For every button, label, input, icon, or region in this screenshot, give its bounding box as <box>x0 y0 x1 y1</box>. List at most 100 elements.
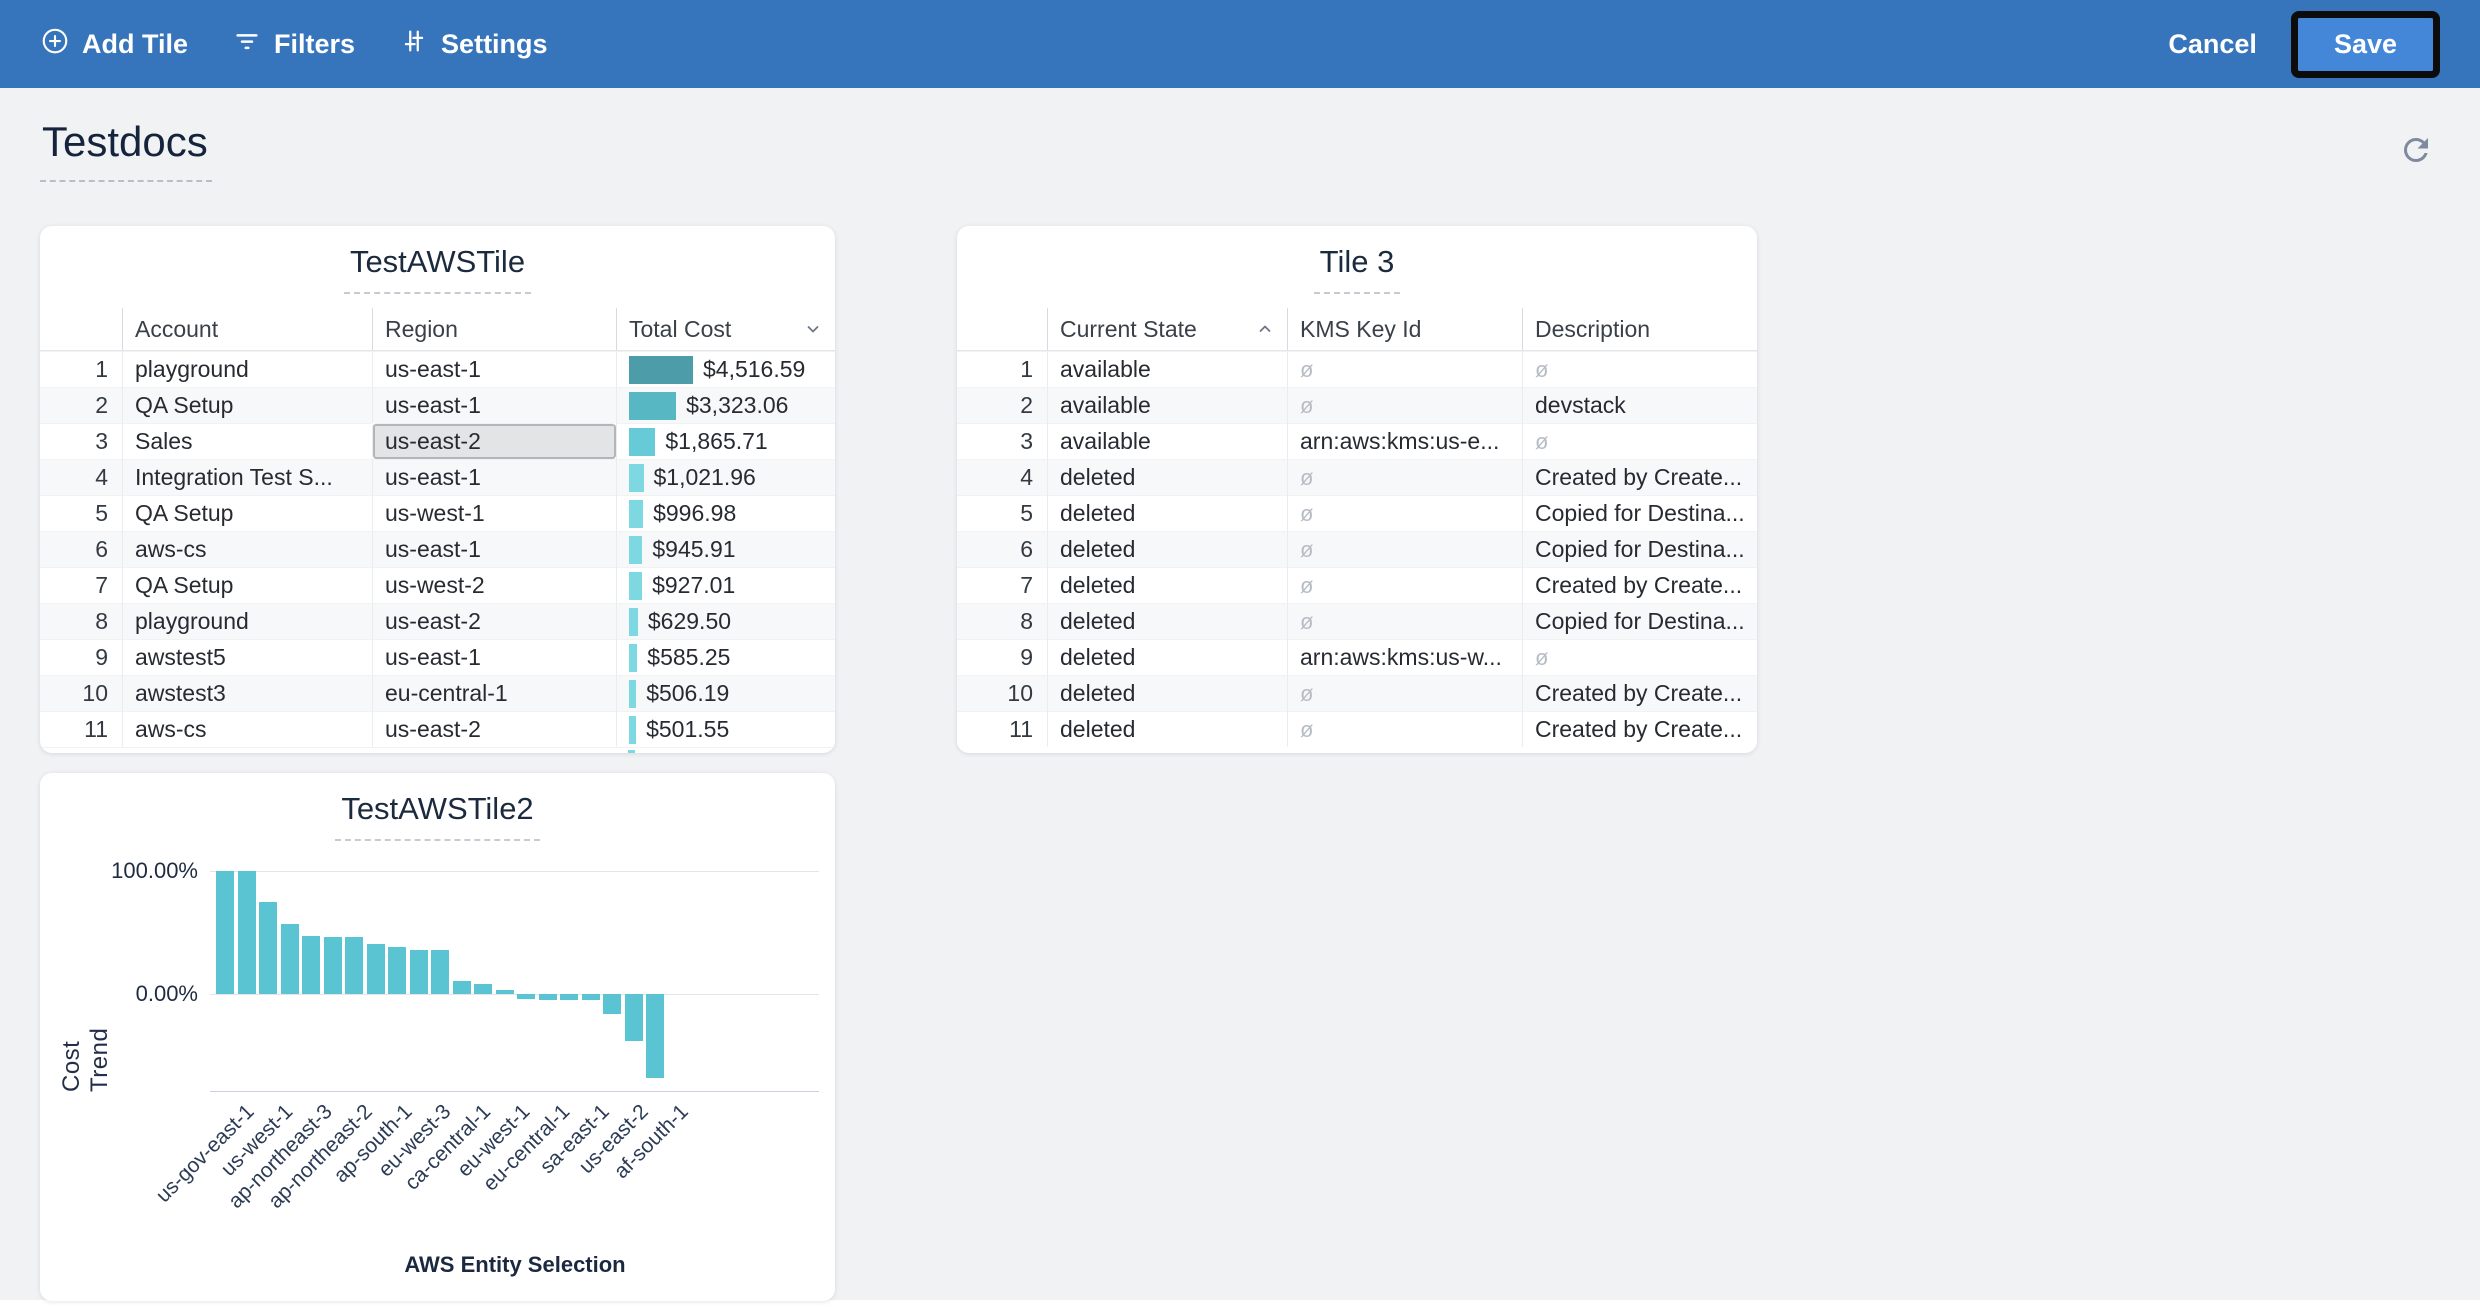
cell-total-cost[interactable]: $629.50 <box>616 603 835 639</box>
cell-description[interactable]: Created by Create... <box>1522 567 1757 603</box>
cell-total-cost[interactable]: $3,323.06 <box>616 387 835 423</box>
cell-kms-key-id[interactable]: ø <box>1287 711 1522 747</box>
cell-region-selected[interactable]: us-east-2 <box>372 423 616 459</box>
cell-account[interactable]: aws-cs <box>122 711 372 747</box>
cell-description[interactable]: Created by Create... <box>1522 711 1757 747</box>
cell-total-cost[interactable]: $945.91 <box>616 531 835 567</box>
cell-description[interactable]: Created by Create... <box>1522 675 1757 711</box>
cell-current-state[interactable]: deleted <box>1047 603 1287 639</box>
cell-kms-key-id[interactable]: ø <box>1287 459 1522 495</box>
cell-region[interactable]: eu-central-1 <box>372 675 616 711</box>
chart-bar[interactable] <box>259 901 277 995</box>
cell-total-cost[interactable]: $1,865.71 <box>616 423 835 459</box>
cell-current-state[interactable]: deleted <box>1047 531 1287 567</box>
cell-current-state[interactable]: deleted <box>1047 567 1287 603</box>
add-tile-button[interactable]: Add Tile <box>40 26 188 63</box>
cell-region[interactable]: us-west-2 <box>372 567 616 603</box>
chart-bar[interactable] <box>216 871 234 994</box>
chart-bar[interactable] <box>538 994 557 1000</box>
cell-region[interactable]: us-west-1 <box>372 495 616 531</box>
cell-region[interactable]: us-east-1 <box>372 459 616 495</box>
chart-bar[interactable] <box>517 994 535 999</box>
column-header-region[interactable]: Region <box>372 308 616 350</box>
cell-kms-key-id[interactable]: ø <box>1287 675 1522 711</box>
tile-title[interactable]: TestAWSTile <box>343 244 532 294</box>
cell-total-cost[interactable]: $996.98 <box>616 495 835 531</box>
chart-bar[interactable] <box>646 994 664 1078</box>
refresh-button[interactable] <box>2398 132 2434 173</box>
cell-kms-key-id[interactable]: ø <box>1287 603 1522 639</box>
cell-current-state[interactable]: available <box>1047 351 1287 387</box>
chart-bar[interactable] <box>603 994 621 1015</box>
cell-current-state[interactable]: available <box>1047 387 1287 423</box>
cell-total-cost[interactable]: $927.01 <box>616 567 835 603</box>
cell-region[interactable]: us-east-1 <box>372 639 616 675</box>
cell-total-cost[interactable]: $1,021.96 <box>616 459 835 495</box>
tile-title[interactable]: Tile 3 <box>1313 244 1401 294</box>
cell-current-state[interactable]: deleted <box>1047 459 1287 495</box>
cell-description[interactable]: ø <box>1522 639 1757 675</box>
cell-account[interactable]: awstest3 <box>122 675 372 711</box>
cell-account[interactable]: Integration Test S... <box>122 459 372 495</box>
cell-description[interactable]: ø <box>1522 351 1757 387</box>
cell-account[interactable]: playground <box>122 351 372 387</box>
column-header-kms-key-id[interactable]: KMS Key Id <box>1287 308 1522 350</box>
cell-description[interactable]: Copied for Destina... <box>1522 495 1757 531</box>
chart-bar[interactable] <box>280 923 299 994</box>
cell-region[interactable]: us-east-1 <box>372 531 616 567</box>
cell-current-state[interactable]: available <box>1047 423 1287 459</box>
cell-account[interactable]: Sales <box>122 423 372 459</box>
cell-total-cost[interactable]: $585.25 <box>616 639 835 675</box>
cell-total-cost[interactable]: $4,516.59 <box>616 351 835 387</box>
cell-kms-key-id[interactable]: ø <box>1287 387 1522 423</box>
cell-description[interactable]: Copied for Destina... <box>1522 531 1757 567</box>
cell-account[interactable]: QA Setup <box>122 567 372 603</box>
chart-bar[interactable] <box>302 936 320 994</box>
cell-account[interactable]: aws-cs <box>122 531 372 567</box>
column-header-total-cost[interactable]: Total Cost <box>616 308 835 350</box>
chart-bar[interactable] <box>366 943 385 994</box>
cell-total-cost[interactable]: $506.19 <box>616 675 835 711</box>
cell-current-state[interactable]: deleted <box>1047 639 1287 675</box>
chart-bar[interactable] <box>581 994 600 1000</box>
chart-bar[interactable] <box>474 984 492 994</box>
chart-bar[interactable] <box>388 947 406 994</box>
cell-kms-key-id[interactable]: ø <box>1287 567 1522 603</box>
column-header-current-state[interactable]: Current State <box>1047 308 1287 350</box>
cell-description[interactable]: Copied for Destina... <box>1522 603 1757 639</box>
chart-bar[interactable] <box>345 937 363 994</box>
settings-button[interactable]: Settings <box>399 26 548 63</box>
chart-bar[interactable] <box>452 980 471 994</box>
cell-description[interactable]: devstack <box>1522 387 1757 423</box>
cell-account[interactable]: QA Setup <box>122 495 372 531</box>
cell-kms-key-id[interactable]: arn:aws:kms:us-w... <box>1287 639 1522 675</box>
cell-account[interactable]: awstest5 <box>122 639 372 675</box>
cancel-button[interactable]: Cancel <box>2168 28 2257 59</box>
chart-bar[interactable] <box>431 949 449 994</box>
filters-button[interactable]: Filters <box>232 26 355 63</box>
page-title[interactable]: Testdocs <box>40 118 212 182</box>
cell-region[interactable]: us-east-1 <box>372 351 616 387</box>
cell-kms-key-id[interactable]: ø <box>1287 495 1522 531</box>
cell-region[interactable]: us-east-2 <box>372 603 616 639</box>
column-header-description[interactable]: Description <box>1522 308 1757 350</box>
cell-current-state[interactable]: deleted <box>1047 495 1287 531</box>
column-header-account[interactable]: Account <box>122 308 372 350</box>
cell-description[interactable]: ø <box>1522 423 1757 459</box>
cell-kms-key-id[interactable]: ø <box>1287 351 1522 387</box>
cell-kms-key-id[interactable]: arn:aws:kms:us-e... <box>1287 423 1522 459</box>
cell-description[interactable]: Created by Create... <box>1522 459 1757 495</box>
tile-title[interactable]: TestAWSTile2 <box>335 791 540 841</box>
chart-bar[interactable] <box>495 990 514 994</box>
chart-bar[interactable] <box>323 937 342 994</box>
cell-region[interactable]: us-east-2 <box>372 711 616 747</box>
chart-bar[interactable] <box>409 949 428 994</box>
chart-bar[interactable] <box>237 871 256 994</box>
cell-current-state[interactable]: deleted <box>1047 711 1287 747</box>
chart-bar[interactable] <box>560 994 578 1000</box>
cell-kms-key-id[interactable]: ø <box>1287 531 1522 567</box>
cell-account[interactable]: QA Setup <box>122 387 372 423</box>
cell-region[interactable]: us-east-1 <box>372 387 616 423</box>
chart-bar[interactable] <box>624 994 643 1041</box>
save-button[interactable]: Save <box>2297 17 2433 71</box>
